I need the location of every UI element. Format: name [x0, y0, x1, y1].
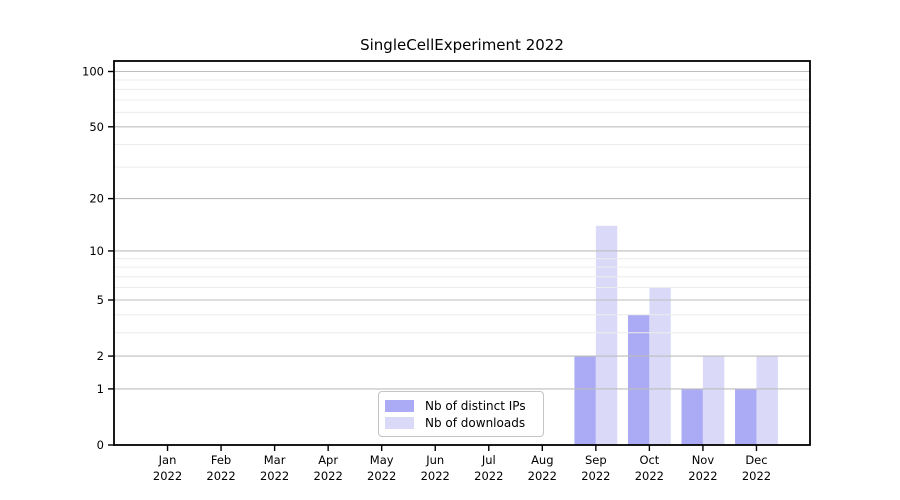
legend-swatch-distinct-ips-icon	[385, 399, 414, 412]
x-axis-label-month: Aug	[531, 453, 553, 467]
bar-distinct-ips-nov	[681, 388, 703, 445]
x-axis-label-year: 2022	[153, 469, 182, 483]
x-axis-label-year: 2022	[314, 469, 343, 483]
legend-label-distinct-ips: Nb of distinct IPs	[425, 398, 526, 413]
x-axis-label-year: 2022	[635, 469, 664, 483]
legend-swatch-downloads-icon	[385, 416, 414, 429]
y-axis-label: 1	[97, 382, 104, 396]
x-axis-label-month: Jan	[158, 453, 177, 467]
y-axis-label: 5	[97, 293, 104, 307]
y-axis-label: 50	[89, 120, 104, 134]
x-axis-label-month: Oct	[639, 453, 659, 467]
bar-downloads-nov	[702, 356, 725, 445]
x-axis-label-year: 2022	[206, 469, 235, 483]
bar-downloads-oct	[649, 287, 671, 445]
legend-item-distinct-ips: Nb of distinct IPs	[385, 398, 543, 413]
x-axis-label-year: 2022	[688, 469, 717, 483]
x-axis-label-month: Apr	[318, 453, 338, 467]
x-axis-label-month: Feb	[211, 453, 231, 467]
x-axis-label-month: Jun	[425, 453, 444, 467]
y-axis-label: 100	[82, 65, 104, 79]
x-axis-label-year: 2022	[367, 469, 396, 483]
x-axis-label-month: Jul	[481, 453, 496, 467]
legend: Nb of distinct IPs Nb of downloads	[378, 391, 544, 437]
x-axis-label-year: 2022	[421, 469, 450, 483]
bar-distinct-ips-sep	[574, 356, 596, 445]
bar-distinct-ips-dec	[735, 388, 757, 445]
y-axis-label: 20	[89, 192, 104, 206]
legend-item-downloads: Nb of downloads	[385, 415, 543, 430]
bar-downloads-dec	[756, 356, 778, 445]
legend-label-downloads: Nb of downloads	[425, 415, 526, 430]
bar-distinct-ips-oct	[627, 314, 650, 445]
x-axis-label-month: Mar	[264, 453, 286, 467]
chart-title: SingleCellExperiment 2022	[360, 36, 564, 54]
x-axis-label-year: 2022	[260, 469, 289, 483]
x-axis-label-month: May	[370, 453, 394, 467]
plot-border	[113, 60, 811, 446]
x-axis-label-month: Sep	[585, 453, 607, 467]
y-axis-label: 0	[97, 438, 104, 452]
x-axis-label-year: 2022	[581, 469, 610, 483]
x-axis-label-month: Dec	[745, 453, 767, 467]
x-axis-label-year: 2022	[528, 469, 557, 483]
y-axis-label: 10	[89, 244, 104, 258]
bar-downloads-sep	[595, 225, 618, 445]
x-axis-label-year: 2022	[474, 469, 503, 483]
y-axis-label: 2	[97, 349, 104, 363]
x-axis-label-month: Nov	[692, 453, 715, 467]
x-axis-label-year: 2022	[742, 469, 771, 483]
